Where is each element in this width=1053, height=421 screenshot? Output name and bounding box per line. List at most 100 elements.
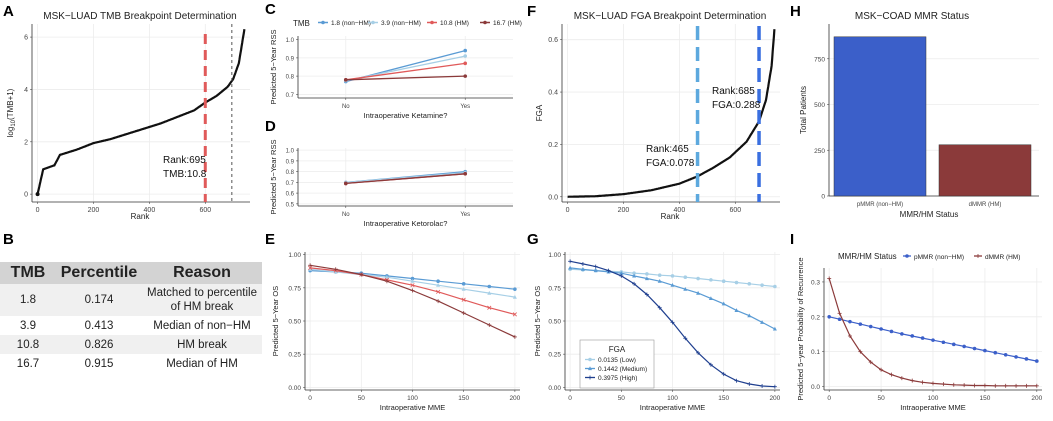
series-0-point — [972, 346, 977, 351]
series-0-point — [1003, 352, 1008, 357]
series-0-point — [889, 329, 894, 334]
y-tick-label: 750 — [814, 56, 825, 63]
y-axis-label: Total Patients — [799, 86, 808, 134]
series-2-line — [345, 62, 466, 81]
series-1-point — [436, 282, 441, 287]
series-1-point — [760, 320, 765, 324]
series-1-point — [463, 54, 468, 58]
annotation-rank-685: Rank:685 — [712, 86, 755, 97]
y-tick-label: 0.6 — [548, 37, 558, 44]
y-tick-label: 0.1 — [811, 349, 820, 356]
cell-reason: Median of non−HM — [142, 316, 262, 335]
y-tick-label: 0.75 — [288, 285, 301, 292]
y-tick-label: 0.75 — [548, 285, 561, 292]
x-tick-label: 600 — [199, 207, 211, 214]
chart-title: MSK−LUAD TMB Breakpoint Determination — [43, 11, 237, 22]
series-2-point — [308, 265, 313, 271]
y-tick-label: 0.25 — [548, 352, 561, 359]
series-1-point — [619, 271, 624, 275]
series-0-point — [910, 334, 915, 338]
panel-e-chart: 0.00 0.25 0.50 0.75 1.00 0 50 100 150 200 Intraope… — [271, 252, 521, 412]
table-row: 10.8 0.826 HM break — [0, 335, 262, 354]
y-tick-label: 1.0 — [286, 149, 295, 155]
cell-percentile: 0.915 — [56, 354, 142, 373]
series-1-point — [487, 290, 492, 295]
series-1-point — [683, 286, 688, 291]
legend-label: 0.0135 (Low) — [598, 357, 636, 364]
annotation-rank-465: Rank:465 — [646, 144, 689, 155]
x-tick-label: 50 — [358, 395, 366, 402]
series-1-point — [410, 278, 415, 283]
y-tick-label: 4 — [24, 87, 28, 94]
series-0-point — [632, 271, 636, 276]
series-0-point — [513, 287, 517, 291]
x-axis-label: Intraoperative MME — [380, 403, 445, 412]
legend-label: pMMR (non−HM) — [914, 254, 964, 261]
y-tick-label: 250 — [814, 148, 825, 155]
reason-line-2: of HM break — [170, 301, 234, 313]
series-0-point — [931, 338, 935, 342]
y-tick-label: 1.00 — [548, 252, 561, 259]
series-1-point — [708, 296, 713, 301]
panel-h-chart: 0 250 500 750 pMMR (non−HM) dMMR (HM) MSK−COAD… — [799, 11, 1039, 219]
x-tick-label: 0 — [308, 395, 312, 402]
cell-tmb: 3.9 — [0, 316, 56, 335]
tmb-table-panel: TMB Percentile Reason 1.8 0.174 Matched … — [0, 262, 262, 373]
y-tick-label: 0.8 — [286, 75, 295, 81]
series-0-point — [827, 315, 831, 319]
series-0-point — [721, 279, 726, 283]
cell-reason: Matched to percentile of HM break — [142, 284, 262, 316]
x-tick-label: 0 — [36, 207, 40, 214]
series-3-line — [345, 173, 466, 185]
legend-title: FGA — [609, 345, 626, 354]
series-0-point — [461, 282, 466, 286]
x-tick-label: 100 — [928, 395, 939, 402]
y-tick-label: 500 — [814, 102, 825, 109]
panel-a-chart: 0 2 4 6 0 200 400 600 MSK−LUAD TMB Breakpoint De… — [6, 11, 250, 221]
series-1-point — [670, 282, 675, 287]
series-0-point — [951, 342, 956, 347]
cell-reason: Median of HM — [142, 354, 262, 373]
y-tick-label: 0.8 — [286, 170, 295, 176]
series-1-point — [568, 265, 573, 270]
series-1-point — [696, 290, 701, 295]
series-2-point — [410, 283, 415, 288]
x-tick-label: dMMR (HM) — [969, 202, 1002, 208]
series-0-point — [760, 283, 764, 287]
series-2-point — [512, 312, 517, 317]
series-1-point — [721, 301, 726, 306]
series-2-point — [463, 61, 468, 66]
y-axis-label: log10(TMB+1) — [6, 88, 17, 137]
x-axis-label: MMR/HM Status — [900, 210, 959, 219]
legend-swatch-marker — [588, 357, 592, 362]
legend-label: 0.3975 (High) — [598, 375, 637, 382]
series-0-point — [709, 278, 713, 282]
series-2-point — [487, 305, 492, 310]
legend-swatch-marker — [905, 254, 909, 258]
legend-label: 1.8 (non−HM) — [331, 20, 371, 27]
fga-curve — [567, 29, 776, 198]
series-0-point — [747, 282, 752, 286]
y-axis-label: FGA — [535, 104, 544, 121]
x-tick-label: Yes — [460, 104, 470, 110]
charts-layer: 0 2 4 6 0 200 400 600 MSK−LUAD TMB Breakpoint De… — [6, 11, 1043, 412]
header-tmb: TMB — [0, 262, 56, 284]
x-tick-label: 100 — [667, 395, 678, 402]
y-axis-label: Predicted 5−year Probability of Recurren… — [796, 257, 805, 400]
series-3-point — [463, 171, 468, 176]
y-tick-label: 0.7 — [286, 181, 295, 187]
y-tick-label: 1.00 — [288, 252, 301, 259]
x-axis-label: Rank — [131, 212, 151, 221]
legend-label: 10.8 (HM) — [440, 20, 469, 27]
x-tick-label: 600 — [729, 207, 741, 214]
y-tick-label: 0 — [821, 194, 825, 201]
header-percentile: Percentile — [56, 262, 142, 284]
x-axis-label: Intraoperative MME — [640, 403, 705, 412]
cell-tmb: 16.7 — [0, 354, 56, 373]
y-tick-label: 6 — [24, 35, 28, 42]
y-tick-label: 0 — [24, 192, 28, 199]
series-0-point — [962, 344, 966, 349]
y-tick-label: 0.2 — [811, 314, 820, 321]
x-axis-label: Rank — [661, 212, 681, 221]
